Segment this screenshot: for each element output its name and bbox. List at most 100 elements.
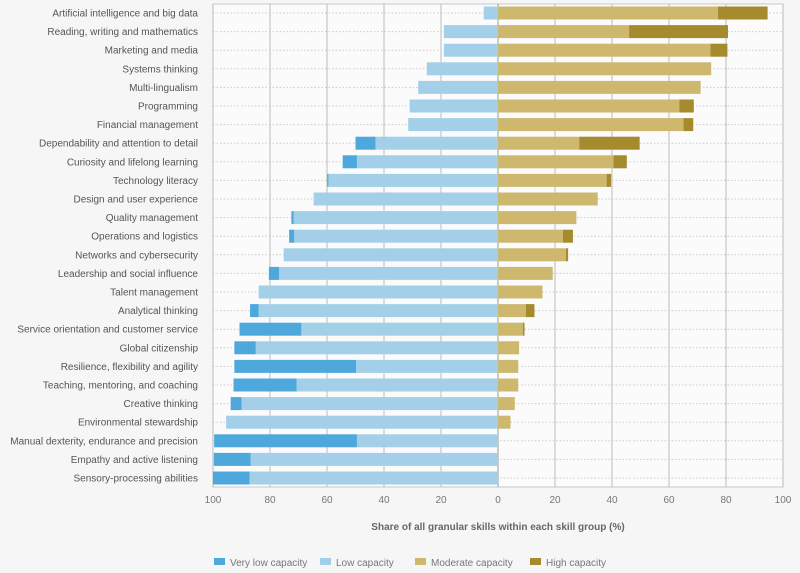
- bar-low-capacity: [294, 229, 498, 243]
- bar-moderate-capacity: [498, 25, 630, 39]
- bar-low-capacity: [483, 6, 498, 20]
- x-tick-label: 20: [435, 495, 447, 506]
- legend-swatch: [530, 558, 541, 565]
- bar-low-capacity: [313, 192, 498, 206]
- category-label: Leadership and social influence: [58, 269, 199, 280]
- bar-low-capacity: [426, 62, 498, 76]
- category-labels: Artificial intelligence and big data Read…: [10, 9, 198, 485]
- bar-low-capacity: [279, 266, 498, 280]
- bar-moderate-capacity: [498, 378, 519, 392]
- bar-high-capacity: [629, 25, 728, 39]
- bar-high-capacity: [679, 99, 694, 113]
- legend-swatch: [415, 558, 426, 565]
- bar-low-capacity: [250, 452, 498, 466]
- category-label: Creative thinking: [124, 399, 198, 410]
- legend-label: Moderate capacity: [431, 558, 513, 569]
- bar-moderate-capacity: [498, 285, 543, 299]
- bar-high-capacity: [579, 136, 640, 150]
- bar-low-capacity: [283, 248, 498, 262]
- bar-very-low-capacity: [213, 452, 251, 466]
- category-label: Analytical thinking: [118, 306, 198, 317]
- legend-swatch: [320, 558, 331, 565]
- bar-moderate-capacity: [498, 192, 598, 206]
- category-label: Service orientation and customer service: [17, 325, 198, 336]
- category-label: Sensory-processing abilities: [73, 474, 198, 485]
- category-label: Networks and cybersecurity: [75, 250, 198, 261]
- bar-very-low-capacity: [213, 471, 250, 485]
- bar-low-capacity: [356, 359, 498, 373]
- bar-very-low-capacity: [268, 266, 280, 280]
- bar-very-low-capacity: [289, 229, 295, 243]
- bar-moderate-capacity: [498, 173, 607, 187]
- bar-high-capacity: [710, 43, 728, 57]
- bar-moderate-capacity: [498, 266, 553, 280]
- bar-low-capacity: [443, 25, 498, 39]
- bar-low-capacity: [418, 80, 498, 94]
- bar-low-capacity: [241, 397, 498, 411]
- category-label: Financial management: [97, 120, 198, 131]
- legend: Very low capacity Low capacity Moderate ca…: [214, 558, 606, 569]
- x-tick-label: 20: [549, 495, 561, 506]
- bar-moderate-capacity: [498, 211, 577, 225]
- bars: [213, 6, 768, 485]
- bar-moderate-capacity: [498, 415, 511, 429]
- x-tick-label: 80: [720, 495, 732, 506]
- category-label: Manual dexterity, endurance and precisio…: [10, 436, 198, 447]
- bar-moderate-capacity: [498, 62, 712, 76]
- x-tick-label: 60: [321, 495, 333, 506]
- bar-moderate-capacity: [498, 80, 701, 94]
- legend-label: Low capacity: [336, 558, 394, 569]
- category-label: Operations and logistics: [91, 232, 198, 243]
- bar-very-low-capacity: [239, 322, 302, 336]
- bar-moderate-capacity: [498, 359, 519, 373]
- category-label: Programming: [138, 102, 198, 113]
- category-label: Talent management: [110, 288, 198, 299]
- bar-low-capacity: [226, 415, 499, 429]
- bar-low-capacity: [255, 341, 498, 355]
- bar-low-capacity: [258, 285, 498, 299]
- x-tick-label: 40: [606, 495, 618, 506]
- category-label: Curiosity and lifelong learning: [67, 157, 198, 168]
- bar-moderate-capacity: [498, 43, 711, 57]
- bar-very-low-capacity: [230, 397, 242, 411]
- bar-very-low-capacity: [327, 173, 329, 187]
- bar-high-capacity: [525, 304, 535, 318]
- bar-very-low-capacity: [342, 155, 357, 169]
- bar-very-low-capacity: [214, 434, 357, 448]
- category-label: Design and user experience: [73, 195, 198, 206]
- category-label: Quality management: [106, 213, 198, 224]
- bar-high-capacity: [522, 322, 525, 336]
- bar-high-capacity: [565, 248, 569, 262]
- category-label: Systems thinking: [122, 64, 198, 75]
- grid: [212, 3, 784, 488]
- x-tick-label: 0: [495, 495, 501, 506]
- bar-high-capacity: [718, 6, 768, 20]
- category-label: Teaching, mentoring, and coaching: [43, 381, 198, 392]
- x-tick-label: 100: [205, 495, 222, 506]
- bar-moderate-capacity: [498, 304, 526, 318]
- bar-low-capacity: [258, 304, 498, 318]
- bar-moderate-capacity: [498, 248, 566, 262]
- bar-low-capacity: [301, 322, 498, 336]
- bar-low-capacity: [356, 155, 498, 169]
- category-label: Technology literacy: [113, 176, 198, 187]
- category-label: Environmental stewardship: [78, 418, 198, 429]
- bar-low-capacity: [375, 136, 498, 150]
- bar-moderate-capacity: [498, 6, 719, 20]
- bar-high-capacity: [613, 155, 627, 169]
- legend-label: Very low capacity: [230, 558, 307, 569]
- bar-moderate-capacity: [498, 341, 520, 355]
- bar-low-capacity: [408, 118, 498, 132]
- x-tick-label: 60: [663, 495, 675, 506]
- bar-very-low-capacity: [250, 304, 259, 318]
- category-label: Resilience, flexibility and agility: [61, 362, 198, 373]
- bar-moderate-capacity: [498, 118, 684, 132]
- bar-moderate-capacity: [498, 155, 614, 169]
- bar-low-capacity: [409, 99, 498, 113]
- bar-very-low-capacity: [355, 136, 376, 150]
- bar-moderate-capacity: [498, 229, 563, 243]
- category-label: Global citizenship: [120, 343, 199, 354]
- bar-high-capacity: [562, 229, 573, 243]
- x-tick-label: 80: [264, 495, 276, 506]
